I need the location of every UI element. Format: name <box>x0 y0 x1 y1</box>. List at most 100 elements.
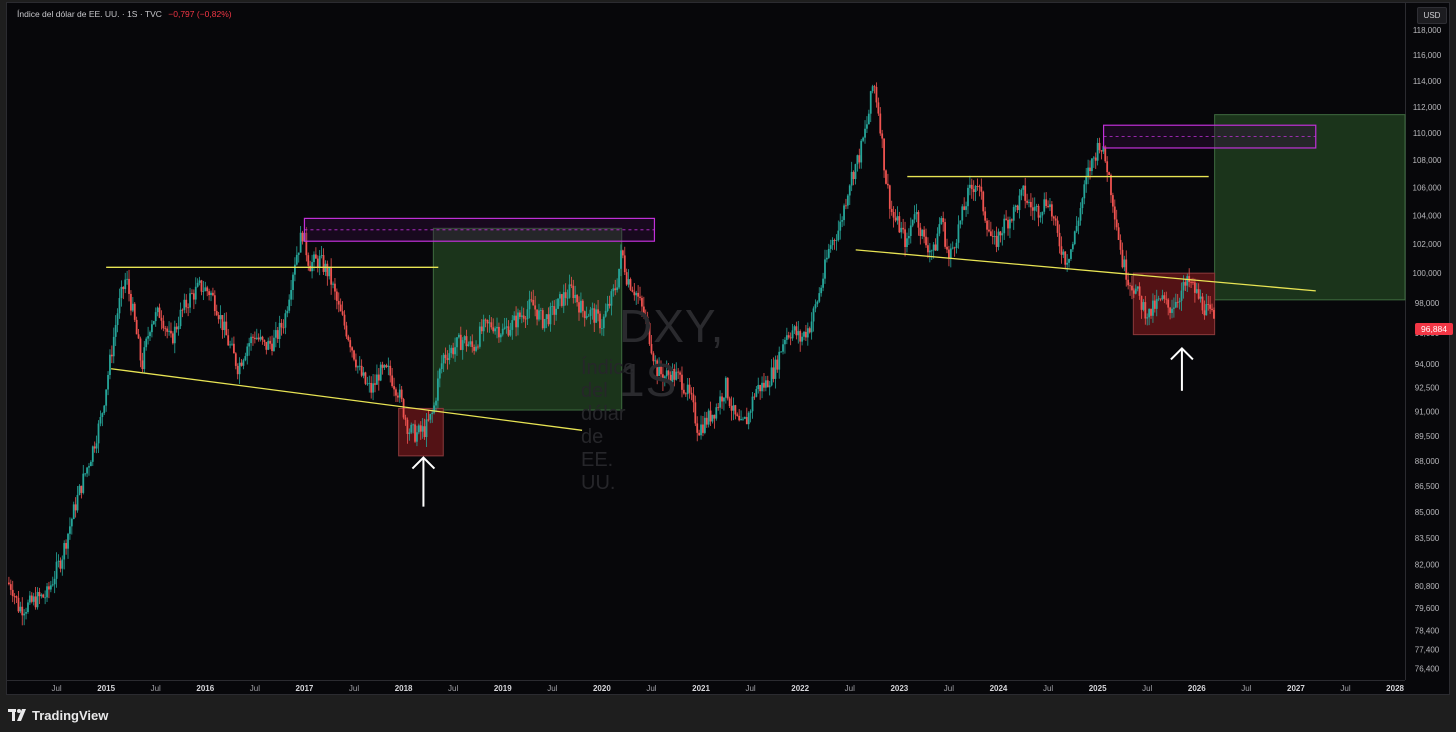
candle-body <box>730 406 733 411</box>
candle-body <box>17 597 20 612</box>
candle-body <box>616 287 619 291</box>
candle-body <box>404 417 407 420</box>
candle-body <box>543 318 546 329</box>
candle-body <box>637 292 640 297</box>
candlestick-chart[interactable]: 118,000 116,000 114,000 112,000 110,000 108,0… <box>7 3 1449 694</box>
candle-body <box>456 337 458 348</box>
currency-selector[interactable]: USD <box>1417 7 1447 24</box>
time-tick-label: 2027 <box>1287 684 1305 693</box>
candle-body <box>965 206 967 210</box>
candle-body <box>1207 304 1210 305</box>
candle-body <box>1115 219 1118 228</box>
candle-body <box>1022 185 1025 190</box>
symbol-legend[interactable]: Índice del dólar de EE. UU. · 1S · TVC −… <box>17 9 232 19</box>
candle-body <box>461 340 464 350</box>
candle-body <box>103 405 106 414</box>
candle-body <box>1052 216 1055 219</box>
chart-frame[interactable]: 118,000 116,000 114,000 112,000 110,000 108,0… <box>6 2 1453 695</box>
candle-body <box>480 326 483 332</box>
candle-body <box>997 231 1000 247</box>
candle-body <box>419 425 422 432</box>
candle-body <box>423 426 426 438</box>
candle-body <box>724 377 727 398</box>
candle-body <box>1049 204 1051 207</box>
candle-body <box>1026 200 1028 203</box>
candle-body <box>328 266 331 277</box>
candle-body <box>46 586 48 598</box>
candle-body <box>120 286 123 299</box>
candle-body <box>932 244 935 251</box>
price-tick-label: 114,000 <box>1413 77 1442 86</box>
candle-body <box>376 374 378 385</box>
candle-body <box>921 229 924 237</box>
candle-body <box>486 319 489 324</box>
price-tick-label: 116,000 <box>1413 51 1442 60</box>
candle-body <box>122 286 125 290</box>
candle-body <box>53 578 56 585</box>
candle-body <box>1201 296 1204 311</box>
candle-body <box>562 292 565 306</box>
candle-body <box>827 248 830 258</box>
candle-body <box>585 316 588 319</box>
candle-body <box>1001 233 1004 236</box>
candle-body <box>368 382 371 384</box>
candle-body <box>1047 206 1049 207</box>
candles-group <box>8 82 1215 626</box>
candle-body <box>988 229 990 232</box>
candle-body <box>196 282 199 287</box>
candle-body <box>520 315 523 317</box>
candle-body <box>608 303 611 306</box>
candle-body <box>400 389 403 400</box>
time-tick-label: 2020 <box>593 684 611 693</box>
candle-body <box>65 543 68 549</box>
time-tick-label: 2023 <box>890 684 908 693</box>
candle-body <box>1089 167 1091 172</box>
candle-body <box>621 250 624 256</box>
candle-body <box>1150 308 1152 316</box>
candle-body <box>711 414 714 422</box>
candle-body <box>576 294 579 303</box>
candle-body <box>40 594 43 597</box>
candle-body <box>776 359 779 370</box>
candle-body <box>93 446 96 449</box>
candle-body <box>768 385 771 388</box>
candle-body <box>471 341 474 347</box>
candle-body <box>72 504 75 519</box>
candle-body <box>160 317 163 321</box>
candle-body <box>557 298 559 309</box>
candle-body <box>888 185 891 209</box>
target-zone-box <box>1214 114 1406 301</box>
candle-body <box>1056 220 1059 233</box>
candle-body <box>530 299 533 301</box>
candle-body <box>86 467 88 474</box>
candle-body <box>370 382 373 393</box>
candle-body <box>587 315 590 317</box>
price-tick-label: 98,000 <box>1415 299 1440 308</box>
candle-body <box>334 283 336 292</box>
candle-body <box>812 308 815 322</box>
candle-body <box>494 328 497 332</box>
candle-body <box>364 372 367 384</box>
candle-body <box>477 346 479 348</box>
candle-body <box>850 171 853 186</box>
candle-body <box>395 389 397 396</box>
candle-body <box>553 306 556 315</box>
time-tick-label: Jul <box>1241 684 1251 693</box>
candle-body <box>642 306 645 316</box>
candle-body <box>677 371 680 373</box>
candle-body <box>791 330 794 339</box>
candle-body <box>499 334 502 338</box>
price-tick-label: 76,400 <box>1415 664 1440 673</box>
candle-body <box>1199 296 1202 299</box>
candle-body <box>59 560 62 569</box>
candle-body <box>570 284 573 286</box>
candle-body <box>1028 201 1030 203</box>
candle-body <box>1155 299 1158 309</box>
candle-body <box>789 337 792 339</box>
candle-body <box>654 360 657 362</box>
candle-body <box>1009 219 1011 229</box>
candle-body <box>309 265 312 272</box>
candle-body <box>116 313 119 326</box>
candle-body <box>1195 289 1198 293</box>
candle-body <box>740 419 742 421</box>
